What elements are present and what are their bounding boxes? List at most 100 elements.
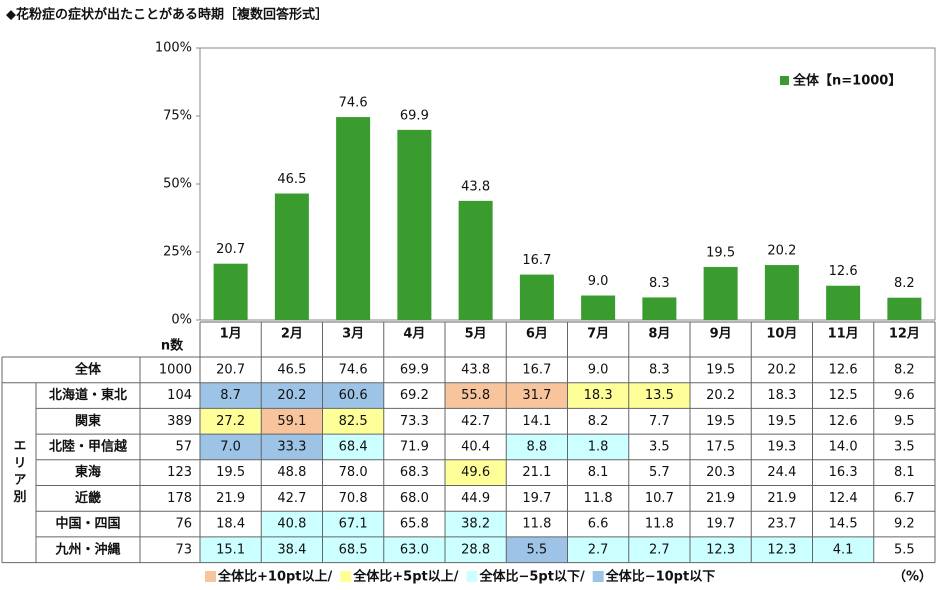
bar bbox=[336, 117, 371, 320]
cell-highlight bbox=[628, 536, 690, 563]
cell: 44.9 bbox=[461, 491, 490, 506]
cell-highlight bbox=[261, 434, 323, 460]
bar bbox=[581, 295, 616, 320]
y-tick-label: 50% bbox=[163, 177, 192, 192]
row-n: 178 bbox=[167, 491, 192, 506]
cell: 21.9 bbox=[767, 491, 796, 506]
cell: 6.7 bbox=[894, 491, 915, 506]
cell: 12.6 bbox=[829, 414, 858, 429]
row-label: 関東 bbox=[75, 413, 101, 429]
cell: 16.7 bbox=[522, 362, 551, 377]
x-tick-label: 6月 bbox=[526, 327, 548, 342]
cell-highlight bbox=[751, 536, 813, 563]
cell: 21.9 bbox=[706, 491, 735, 506]
row-label: 九州・沖縄 bbox=[54, 541, 120, 557]
cell: 49.6 bbox=[461, 465, 490, 480]
cell: 19.5 bbox=[216, 465, 245, 480]
y-tick-label: 100% bbox=[155, 41, 192, 56]
data-label: 46.5 bbox=[277, 172, 306, 187]
row-n: 57 bbox=[175, 439, 192, 454]
cell: 68.4 bbox=[339, 439, 368, 454]
cell: 8.1 bbox=[894, 465, 915, 480]
cell: 73.3 bbox=[400, 414, 429, 429]
cell-highlight bbox=[628, 382, 690, 409]
cell: 69.2 bbox=[400, 388, 429, 403]
cell-highlight bbox=[322, 434, 384, 460]
cell-highlight bbox=[261, 382, 323, 409]
cell-highlight bbox=[200, 434, 262, 460]
cell: 82.5 bbox=[339, 414, 368, 429]
cell: 8.7 bbox=[220, 388, 241, 403]
cell: 40.8 bbox=[277, 517, 306, 532]
plot-frame bbox=[199, 47, 936, 321]
row-label: 近畿 bbox=[75, 490, 101, 506]
cell-highlight bbox=[812, 536, 874, 563]
row-label: 全体 bbox=[74, 361, 102, 377]
cell: 9.5 bbox=[894, 414, 915, 429]
cell-highlight bbox=[322, 536, 384, 563]
cell-highlight bbox=[383, 536, 445, 563]
cell: 5.7 bbox=[649, 465, 670, 480]
cell: 20.3 bbox=[706, 465, 735, 480]
legend-swatch bbox=[592, 571, 604, 582]
x-tick-label: 8月 bbox=[648, 327, 670, 342]
cell: 19.5 bbox=[706, 414, 735, 429]
row-n: 73 bbox=[175, 542, 192, 557]
cell: 8.3 bbox=[649, 362, 670, 377]
cell-highlight bbox=[445, 511, 507, 537]
cell: 24.4 bbox=[767, 465, 796, 480]
legend-swatch bbox=[466, 571, 478, 582]
x-tick-label: 3月 bbox=[342, 327, 364, 342]
cell: 14.1 bbox=[522, 414, 551, 429]
cell: 8.2 bbox=[588, 414, 609, 429]
cell: 5.5 bbox=[894, 542, 915, 557]
row-n: 1000 bbox=[159, 362, 192, 377]
bar bbox=[764, 265, 799, 320]
cell: 7.0 bbox=[220, 439, 241, 454]
cell: 20.2 bbox=[277, 388, 306, 403]
cell: 8.1 bbox=[588, 465, 609, 480]
cell: 65.8 bbox=[400, 517, 429, 532]
legend-swatch bbox=[340, 571, 352, 582]
legend-label: 全体比−10pt以下 bbox=[605, 569, 716, 585]
cell: 43.8 bbox=[461, 362, 490, 377]
row-n: 123 bbox=[167, 465, 192, 480]
cell: 17.5 bbox=[706, 439, 735, 454]
cell: 18.3 bbox=[584, 388, 613, 403]
cell-highlight bbox=[690, 536, 752, 563]
n-header: n数 bbox=[161, 338, 184, 354]
cell: 8.8 bbox=[527, 439, 548, 454]
cell: 40.4 bbox=[461, 439, 490, 454]
cell: 23.7 bbox=[767, 517, 796, 532]
cell: 12.3 bbox=[706, 542, 735, 557]
cell-highlight bbox=[567, 536, 629, 563]
cell: 67.1 bbox=[339, 517, 368, 532]
row-n: 76 bbox=[175, 517, 192, 532]
row-n: 104 bbox=[167, 388, 192, 403]
cell-highlight bbox=[567, 434, 629, 460]
data-label: 19.5 bbox=[706, 245, 735, 260]
cell: 16.3 bbox=[829, 465, 858, 480]
cell: 68.5 bbox=[339, 542, 368, 557]
cell: 33.3 bbox=[277, 439, 306, 454]
cell-highlight bbox=[261, 536, 323, 563]
cell: 15.1 bbox=[216, 542, 245, 557]
cell: 20.2 bbox=[767, 362, 796, 377]
x-tick-label: 7月 bbox=[587, 327, 609, 342]
data-label: 43.8 bbox=[461, 179, 490, 194]
cell: 12.5 bbox=[829, 388, 858, 403]
cell: 38.4 bbox=[277, 542, 306, 557]
cell: 3.5 bbox=[649, 439, 670, 454]
bar bbox=[703, 266, 738, 320]
data-label: 74.6 bbox=[339, 96, 368, 111]
cell-highlight bbox=[322, 511, 384, 537]
cell: 42.7 bbox=[461, 414, 490, 429]
cell-highlight bbox=[445, 382, 507, 409]
cell-highlight bbox=[261, 511, 323, 537]
group-label: エリア別 bbox=[11, 439, 28, 507]
cell: 27.2 bbox=[216, 414, 245, 429]
cell: 21.1 bbox=[522, 465, 551, 480]
cell-highlight bbox=[261, 408, 323, 435]
cell: 78.0 bbox=[339, 465, 368, 480]
